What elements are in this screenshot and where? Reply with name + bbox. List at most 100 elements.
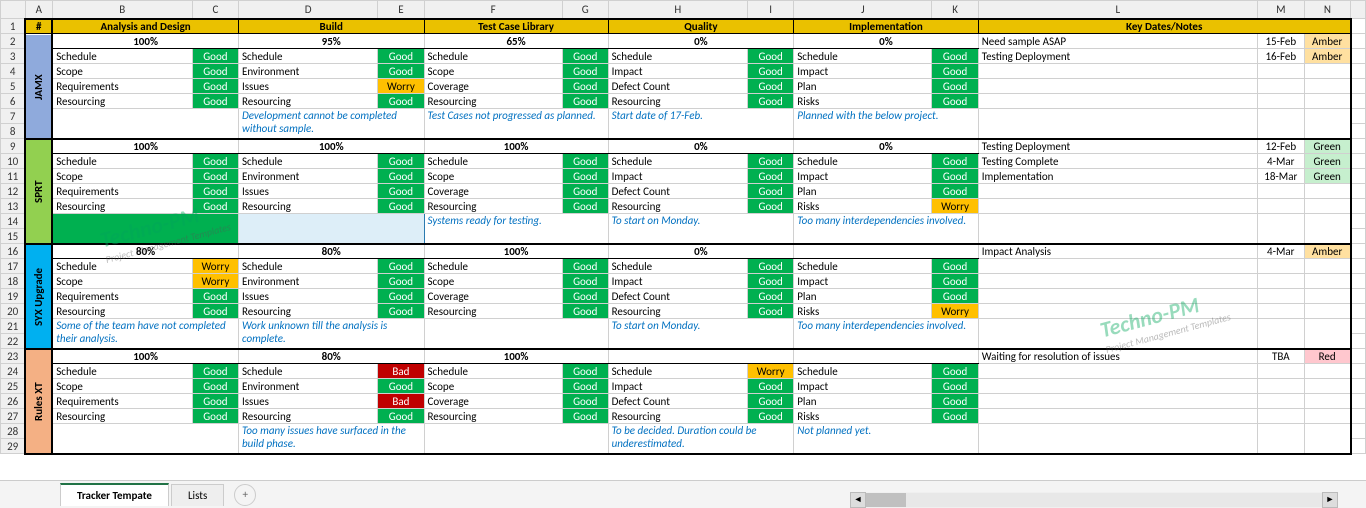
metric-label[interactable]: Schedule: [238, 259, 377, 274]
column-header[interactable]: E: [378, 1, 424, 19]
metric-status[interactable]: Good: [562, 94, 608, 109]
metric-label[interactable]: Issues: [238, 289, 377, 304]
metric-label[interactable]: Environment: [238, 169, 377, 184]
metric-label[interactable]: Issues: [238, 394, 377, 409]
metric-label[interactable]: Resourcing: [608, 199, 748, 214]
metric-label[interactable]: Scope: [424, 169, 562, 184]
column-header[interactable]: N: [1304, 1, 1351, 19]
metric-label[interactable]: Plan: [794, 394, 932, 409]
metric-status[interactable]: Worry: [192, 274, 238, 289]
phase-note[interactable]: Start date of 17-Feb.: [608, 109, 794, 139]
key-date[interactable]: [1257, 379, 1304, 394]
metric-label[interactable]: Defect Count: [608, 394, 748, 409]
metric-status[interactable]: Good: [932, 394, 978, 409]
metric-status[interactable]: Good: [748, 259, 794, 274]
metric-status[interactable]: Good: [562, 79, 608, 94]
phase-note[interactable]: To start on Monday.: [608, 319, 794, 349]
metric-label[interactable]: Risks: [794, 304, 932, 319]
metric-status[interactable]: Good: [932, 154, 978, 169]
metric-label[interactable]: Scope: [52, 169, 192, 184]
row-header[interactable]: 6: [1, 94, 26, 109]
metric-label[interactable]: Requirements: [52, 394, 192, 409]
metric-label[interactable]: Impact: [794, 274, 932, 289]
metric-status[interactable]: Good: [562, 379, 608, 394]
metric-label[interactable]: Resourcing: [238, 199, 377, 214]
row-header[interactable]: 13: [1, 199, 26, 214]
metric-label[interactable]: Environment: [238, 379, 377, 394]
scroll-right-arrow[interactable]: ►: [1322, 492, 1338, 508]
phase-percent[interactable]: 0%: [608, 244, 794, 259]
metric-status[interactable]: Good: [192, 64, 238, 79]
key-status[interactable]: [1304, 94, 1351, 109]
key-note[interactable]: [978, 274, 1257, 289]
key-status[interactable]: Green: [1304, 169, 1351, 184]
metric-status[interactable]: Good: [378, 304, 424, 319]
key-date[interactable]: [1257, 289, 1304, 304]
metric-status[interactable]: Good: [932, 64, 978, 79]
metric-label[interactable]: Issues: [238, 79, 377, 94]
metric-label[interactable]: Schedule: [608, 154, 748, 169]
metric-status[interactable]: Good: [378, 169, 424, 184]
key-note[interactable]: [978, 364, 1257, 379]
phase-percent[interactable]: 100%: [424, 244, 608, 259]
key-note[interactable]: [978, 304, 1257, 319]
key-note[interactable]: [978, 394, 1257, 409]
key-status[interactable]: Red: [1304, 349, 1351, 364]
key-status[interactable]: Amber: [1304, 49, 1351, 64]
key-note[interactable]: Testing Deployment: [978, 139, 1257, 154]
metric-status[interactable]: Good: [192, 79, 238, 94]
metric-status[interactable]: Worry: [748, 364, 794, 379]
metric-status[interactable]: Good: [748, 79, 794, 94]
phase-note[interactable]: Planned with the below project.: [794, 109, 978, 139]
column-header[interactable]: F: [424, 1, 562, 19]
metric-label[interactable]: Schedule: [608, 49, 748, 64]
metric-status[interactable]: Good: [562, 154, 608, 169]
metric-status[interactable]: Good: [192, 49, 238, 64]
key-status[interactable]: [1304, 199, 1351, 214]
key-date[interactable]: 16-Feb: [1257, 49, 1304, 64]
metric-status[interactable]: Good: [748, 394, 794, 409]
metric-label[interactable]: Environment: [238, 64, 377, 79]
metric-label[interactable]: Plan: [794, 184, 932, 199]
metric-label[interactable]: Defect Count: [608, 79, 748, 94]
metric-label[interactable]: Plan: [794, 79, 932, 94]
metric-label[interactable]: Resourcing: [608, 409, 748, 424]
phase-note[interactable]: Some of the team have not completed thei…: [52, 319, 238, 349]
metric-label[interactable]: Resourcing: [52, 409, 192, 424]
phase-note[interactable]: To start on Monday.: [608, 214, 794, 244]
metric-label[interactable]: Defect Count: [608, 184, 748, 199]
metric-label[interactable]: Coverage: [424, 394, 562, 409]
row-header[interactable]: 11: [1, 169, 26, 184]
key-note[interactable]: Impact Analysis: [978, 244, 1257, 259]
metric-status[interactable]: Good: [562, 49, 608, 64]
metric-status[interactable]: Good: [562, 199, 608, 214]
row-header[interactable]: 29: [1, 439, 26, 454]
metric-label[interactable]: Impact: [608, 274, 748, 289]
row-header[interactable]: 27: [1, 409, 26, 424]
row-header[interactable]: 20: [1, 304, 26, 319]
metric-status[interactable]: Good: [748, 379, 794, 394]
phase-note[interactable]: Too many interdependencies involved.: [794, 214, 978, 244]
metric-status[interactable]: Good: [562, 184, 608, 199]
metric-status[interactable]: Good: [932, 259, 978, 274]
phase-percent[interactable]: 100%: [52, 34, 238, 49]
key-date[interactable]: [1257, 199, 1304, 214]
column-header[interactable]: L: [978, 1, 1257, 19]
metric-status[interactable]: Worry: [932, 199, 978, 214]
metric-label[interactable]: Risks: [794, 409, 932, 424]
metric-label[interactable]: Resourcing: [238, 304, 377, 319]
metric-label[interactable]: Coverage: [424, 289, 562, 304]
metric-status[interactable]: Good: [932, 79, 978, 94]
metric-status[interactable]: Good: [192, 304, 238, 319]
phase-percent[interactable]: 80%: [238, 349, 424, 364]
key-date[interactable]: [1257, 364, 1304, 379]
metric-label[interactable]: Resourcing: [424, 94, 562, 109]
key-date[interactable]: [1257, 409, 1304, 424]
key-note[interactable]: [978, 79, 1257, 94]
metric-label[interactable]: Resourcing: [608, 94, 748, 109]
metric-status[interactable]: Good: [748, 409, 794, 424]
phase-percent[interactable]: 80%: [52, 244, 238, 259]
key-date[interactable]: [1257, 94, 1304, 109]
metric-status[interactable]: Good: [562, 64, 608, 79]
spreadsheet-grid[interactable]: ABCDEFGHIJKLMN1#Analysis and DesignBuild…: [0, 0, 1366, 480]
